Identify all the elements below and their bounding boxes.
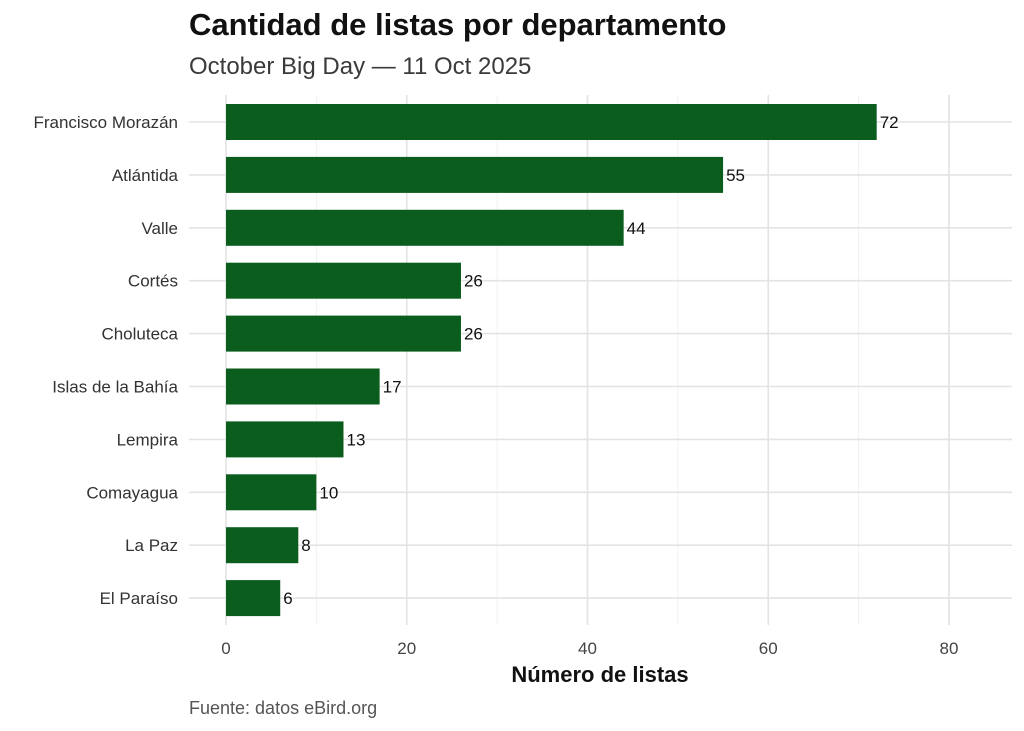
value-label: 10: [319, 483, 338, 502]
bar: [226, 474, 317, 511]
category-label: Atlántida: [112, 166, 179, 185]
bar: [226, 262, 461, 299]
bar: [226, 315, 461, 352]
category-label: Comayagua: [86, 483, 178, 502]
x-axis-ticks: 0 20 40 60 80: [221, 639, 958, 658]
x-tick-label: 0: [221, 639, 230, 658]
category-label: Cortés: [128, 272, 178, 291]
bar: [226, 156, 724, 193]
x-tick-label: 40: [578, 639, 597, 658]
value-labels: 72 55 44 26 26 17 13 10 8 6: [283, 113, 898, 608]
chart-caption: Fuente: datos eBird.org: [189, 698, 377, 718]
value-label: 26: [464, 272, 483, 291]
value-label: 26: [464, 325, 483, 344]
value-label: 55: [726, 166, 745, 185]
bar: [226, 104, 877, 140]
category-label: Lempira: [117, 430, 179, 449]
bar: [226, 527, 299, 564]
x-tick-label: 20: [397, 639, 416, 658]
bar: [226, 421, 344, 458]
bars: [226, 104, 877, 617]
value-label: 72: [880, 113, 899, 132]
category-label: Islas de la Bahía: [52, 378, 178, 397]
value-label: 6: [283, 589, 292, 608]
x-axis-label: Número de listas: [511, 662, 688, 687]
bar: [226, 580, 281, 617]
category-label: La Paz: [125, 536, 178, 555]
category-label: Francisco Morazán: [33, 113, 178, 132]
value-label: 13: [346, 430, 365, 449]
category-label: El Paraíso: [100, 589, 178, 608]
x-tick-label: 60: [759, 639, 778, 658]
x-tick-label: 80: [940, 639, 959, 658]
bar: [226, 209, 624, 246]
category-label: Choluteca: [101, 325, 178, 344]
category-label: Valle: [141, 219, 178, 238]
chart-subtitle: October Big Day — 11 Oct 2025: [189, 53, 531, 80]
value-label: 8: [301, 536, 310, 555]
value-label: 44: [627, 219, 646, 238]
chart-title: Cantidad de listas por departamento: [189, 7, 726, 42]
category-labels: Francisco Morazán Atlántida Valle Cortés Cho…: [33, 113, 178, 608]
value-label: 17: [383, 378, 402, 397]
bar: [226, 368, 380, 405]
